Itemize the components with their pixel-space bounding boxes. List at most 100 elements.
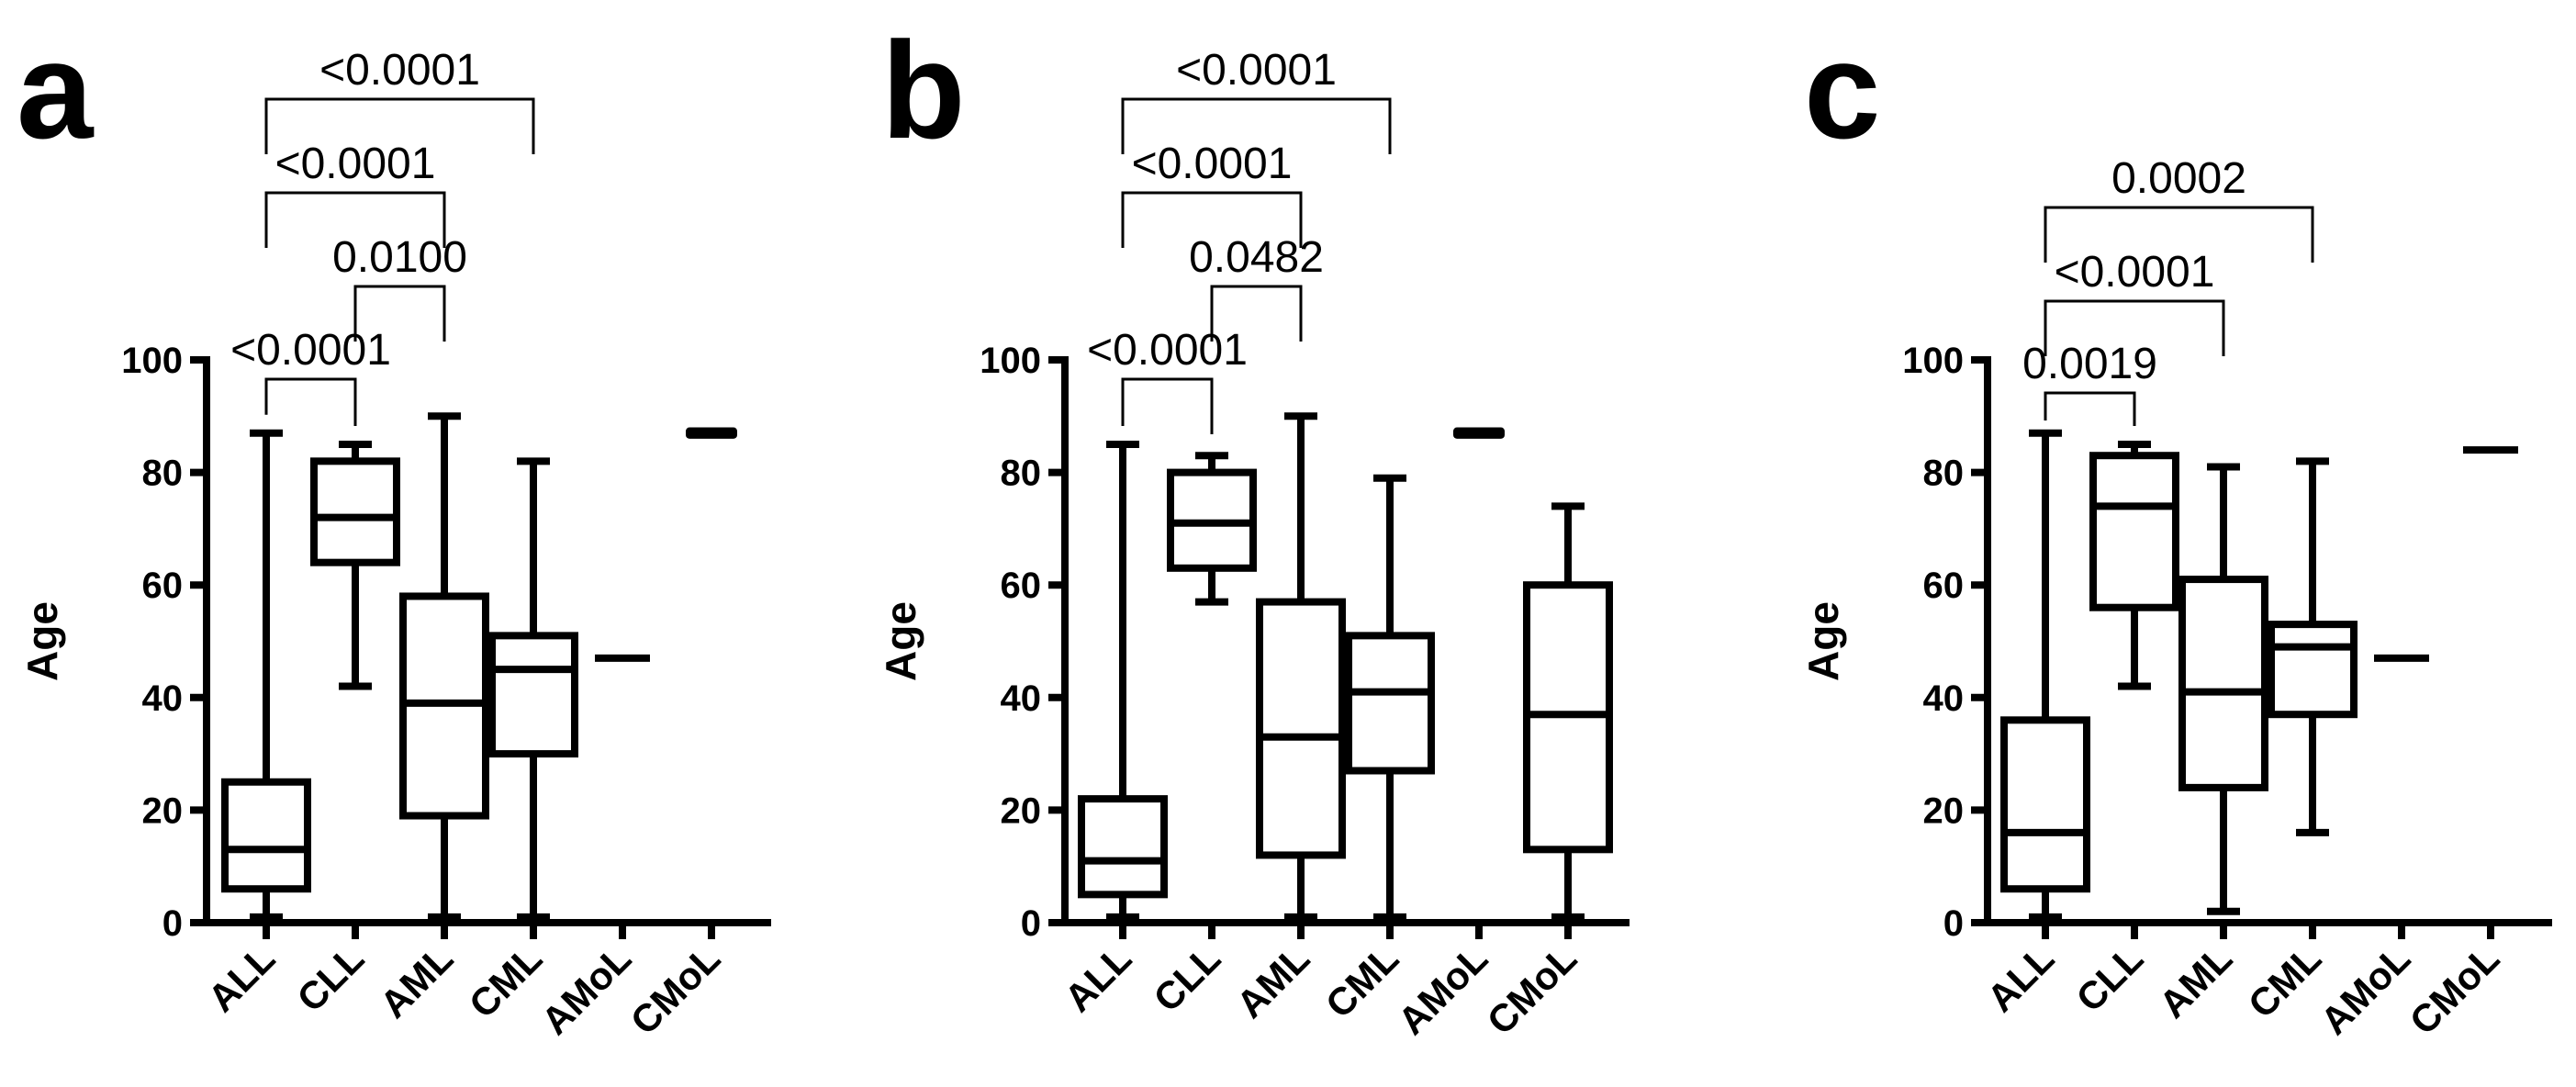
p-value-label: <0.0001 bbox=[1176, 46, 1337, 95]
p-value-label: 0.0002 bbox=[2111, 154, 2246, 203]
box bbox=[2268, 621, 2358, 719]
p-value-label: <0.0001 bbox=[230, 326, 391, 375]
box bbox=[2000, 716, 2090, 893]
x-tick-label: CMoL bbox=[622, 936, 729, 1043]
p-value-label: 0.0019 bbox=[2022, 340, 2157, 388]
x-tick-label: CLL bbox=[288, 936, 372, 1020]
x-tick-label: ALL bbox=[199, 936, 283, 1020]
y-tick-label: 0 bbox=[1021, 903, 1041, 944]
comparison-bracket: <0.0001 bbox=[1121, 46, 1392, 154]
box bbox=[2089, 452, 2179, 611]
bracket-line bbox=[1121, 191, 1303, 248]
box-all bbox=[2000, 429, 2090, 921]
bracket-line bbox=[1210, 285, 1303, 342]
box bbox=[1453, 427, 1505, 439]
x-tick-label: AMoL bbox=[1390, 936, 1496, 1043]
box-aml bbox=[399, 412, 489, 921]
p-value-label: <0.0001 bbox=[1087, 326, 1248, 375]
p-value-label: 0.0100 bbox=[332, 233, 467, 282]
comparison-bracket: 0.0019 bbox=[2022, 340, 2157, 426]
comparison-bracket: <0.0001 bbox=[264, 140, 446, 248]
box bbox=[1345, 632, 1435, 775]
y-tick-label: 100 bbox=[121, 341, 183, 381]
comparison-bracket: <0.0001 bbox=[2044, 248, 2225, 356]
box-cll bbox=[1167, 452, 1257, 606]
y-tick-label: 40 bbox=[1923, 678, 1965, 719]
x-tick-label: AML bbox=[372, 936, 462, 1026]
y-tick-label: 0 bbox=[1943, 903, 1964, 944]
y-tick-label: 80 bbox=[1001, 454, 1042, 494]
x-tick-label: CLL bbox=[2067, 936, 2151, 1020]
box-cll bbox=[2089, 440, 2179, 690]
y-axis-label: Age bbox=[877, 601, 924, 681]
comparison-bracket: 0.0002 bbox=[2044, 154, 2314, 263]
box bbox=[1078, 795, 1168, 899]
y-tick-label: 80 bbox=[1923, 454, 1965, 494]
y-tick-label: 60 bbox=[1923, 566, 1965, 606]
box-all bbox=[221, 429, 311, 921]
bracket-line bbox=[264, 97, 535, 154]
x-tick-label: AML bbox=[1228, 936, 1318, 1026]
box-cml bbox=[1345, 474, 1435, 921]
bracket-line bbox=[1121, 97, 1392, 154]
box-cmol bbox=[686, 427, 737, 439]
y-tick-label: 60 bbox=[142, 566, 184, 606]
y-tick-label: 40 bbox=[1001, 678, 1042, 719]
box bbox=[1256, 598, 1346, 859]
x-tick-label: ALL bbox=[1978, 936, 2062, 1020]
box bbox=[488, 632, 578, 758]
bracket-line bbox=[1121, 377, 1214, 434]
p-value-label: <0.0001 bbox=[275, 140, 436, 188]
y-tick-label: 20 bbox=[1923, 790, 1965, 831]
x-tick-label: AML bbox=[2151, 936, 2241, 1026]
comparison-bracket: <0.0001 bbox=[1121, 140, 1303, 248]
box-aml bbox=[2178, 463, 2268, 915]
box bbox=[2178, 576, 2268, 791]
box-aml bbox=[1256, 412, 1346, 921]
bracket-line bbox=[2044, 206, 2314, 263]
x-tick-label: CMoL bbox=[1479, 936, 1585, 1043]
y-axis-label: Age bbox=[1799, 601, 1847, 681]
y-tick-label: 60 bbox=[1001, 566, 1042, 606]
y-tick-label: 0 bbox=[162, 903, 183, 944]
box bbox=[310, 457, 400, 566]
x-tick-label: ALL bbox=[1056, 936, 1139, 1020]
y-tick-label: 80 bbox=[142, 454, 184, 494]
comparison-bracket: <0.0001 bbox=[230, 326, 391, 426]
y-tick-label: 40 bbox=[142, 678, 184, 719]
bracket-line bbox=[264, 191, 446, 248]
panel-label: a bbox=[17, 13, 95, 167]
p-value-label: 0.0482 bbox=[1189, 233, 1324, 282]
box bbox=[686, 427, 737, 439]
bracket-line bbox=[264, 377, 357, 426]
bracket-line bbox=[2044, 299, 2225, 356]
panel-label: c bbox=[1804, 13, 1880, 167]
box bbox=[221, 778, 311, 893]
box-cml bbox=[488, 457, 578, 921]
y-axis-label: Age bbox=[18, 601, 66, 681]
bracket-line bbox=[2044, 391, 2136, 426]
x-tick-label: CMoL bbox=[2402, 936, 2508, 1043]
y-tick-label: 20 bbox=[1001, 790, 1042, 831]
y-tick-label: 100 bbox=[980, 341, 1041, 381]
x-tick-label: AMoL bbox=[533, 936, 640, 1043]
y-tick-label: 20 bbox=[142, 790, 184, 831]
x-tick-label: AMoL bbox=[2313, 936, 2419, 1043]
box-amol bbox=[1453, 427, 1505, 439]
box-cmol bbox=[1523, 502, 1613, 921]
p-value-label: <0.0001 bbox=[1132, 140, 1293, 188]
comparison-bracket: <0.0001 bbox=[1087, 326, 1248, 434]
y-tick-label: 100 bbox=[1902, 341, 1964, 381]
bracket-line bbox=[353, 285, 446, 342]
box-cll bbox=[310, 440, 400, 690]
box-cml bbox=[2268, 457, 2358, 836]
p-value-label: <0.0001 bbox=[319, 46, 480, 95]
panel-label: b bbox=[881, 13, 966, 167]
comparison-bracket: <0.0001 bbox=[264, 46, 535, 154]
x-tick-label: CLL bbox=[1145, 936, 1228, 1020]
box-all bbox=[1078, 440, 1168, 921]
